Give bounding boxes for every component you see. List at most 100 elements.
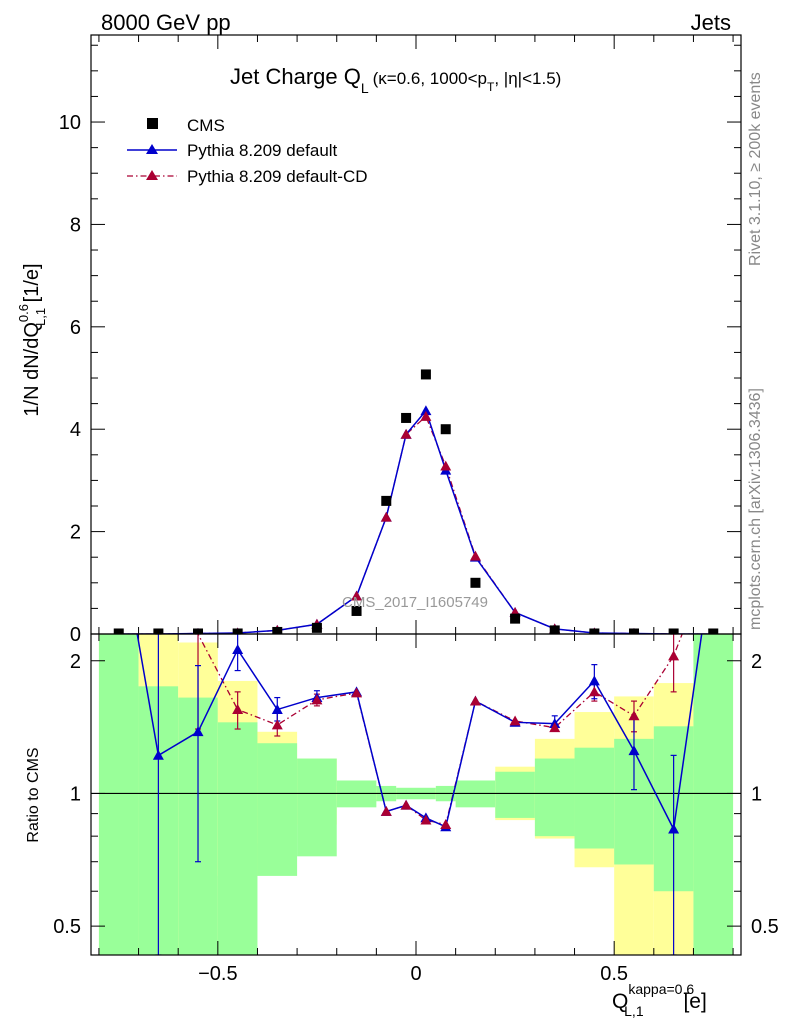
ratio-point-default <box>271 704 283 714</box>
y-axis-label-sub: L,1 <box>33 308 48 326</box>
ratio-y-tick-label-right: 2 <box>751 651 762 673</box>
ratio-point-default-cd <box>588 686 600 697</box>
x-axis-label-unit: [e] <box>678 990 707 1013</box>
ratio-point-default-cd <box>668 650 680 661</box>
point-cms <box>232 628 243 634</box>
ratio-point-default-cd <box>311 694 323 705</box>
point-cms <box>668 628 679 634</box>
ratio-y-tick-label: 1 <box>70 783 81 805</box>
x-axis-label: Qkappa=0.6 L,1 [e] <box>612 981 707 1019</box>
ratio-point-default <box>628 745 640 756</box>
legend: CMS Pythia 8.209 default Pythia 8.209 de… <box>127 116 368 186</box>
ratio-point-default-cd <box>628 710 640 721</box>
legend-label-default: Pythia 8.209 default <box>187 141 338 160</box>
x-tick-label: −0.5 <box>198 963 237 985</box>
ratio-plot-frame <box>90 633 742 956</box>
point-cms <box>272 626 283 634</box>
band-inner-bin <box>574 747 615 849</box>
ratio-point-default-cd <box>469 695 481 706</box>
plot-title-params-b: , |η|<1.5) <box>494 69 561 88</box>
legend-label-cms: CMS <box>187 116 225 135</box>
point-default-cd <box>469 550 481 561</box>
ratio-axis-label-text: Ratio to CMS <box>25 747 42 842</box>
band-inner-bin <box>257 743 298 876</box>
point-cms <box>420 369 431 380</box>
y-tick-label: 2 <box>70 522 81 544</box>
ratio-panel-series <box>136 634 703 955</box>
ratio-point-default-cd <box>351 687 363 698</box>
analysis-watermark: CMS_2017_I1605749 <box>342 594 488 611</box>
point-cms <box>708 628 719 634</box>
y-tick-label: 6 <box>70 317 81 339</box>
ratio-y-tick-label: 2 <box>70 651 81 673</box>
point-cms <box>351 605 362 616</box>
ratio-line-default <box>136 634 703 832</box>
point-default-cd <box>440 460 452 471</box>
legend-marker-default <box>146 144 158 154</box>
series-line-default <box>118 409 714 634</box>
x-tick-label: 0.5 <box>600 963 628 985</box>
x-tick-label: 0 <box>410 963 421 985</box>
ratio-point-default <box>192 726 204 737</box>
band-inner-bin <box>534 758 575 837</box>
band-inner-bin <box>693 634 734 955</box>
y-axis-label-suffix: [1/e] <box>21 263 43 307</box>
y-axis-label-sup: 0.6 <box>16 304 31 322</box>
main-panel-series <box>113 369 719 634</box>
header-energy-label: 8000 GeV pp <box>101 10 231 35</box>
x-axis-label-sub: L,1 <box>624 1003 644 1019</box>
ratio-point-default-cd <box>380 805 392 816</box>
ratio-axis-label: Ratio to CMS <box>25 747 42 842</box>
ratio-y-tick-label-right: 1 <box>751 783 762 805</box>
point-default <box>420 405 432 416</box>
band-inner-bin <box>495 771 535 818</box>
ratio-point-default-cd <box>440 819 452 829</box>
ratio-y-tick-label: 0.5 <box>53 916 81 938</box>
ratio-point-default <box>588 675 600 686</box>
band-inner-bin <box>297 758 337 857</box>
band-inner-bin <box>217 722 258 955</box>
y-axis-label: 1/N dN/dQ0.6 L,1 [1/e] <box>16 263 48 416</box>
point-cms <box>440 424 451 435</box>
point-cms <box>589 628 600 634</box>
point-cms <box>311 622 322 633</box>
plot-title: Jet Charge QL (κ=0.6, 1000<pT, |η|<1.5) <box>230 64 561 96</box>
ratio-point-default-cd <box>232 704 244 714</box>
ratio-point-default-cd <box>549 722 561 733</box>
ratio-point-default-cd <box>420 814 432 825</box>
y-tick-label: 8 <box>70 214 81 236</box>
point-cms <box>153 628 164 634</box>
ratio-point-default-cd <box>509 715 521 726</box>
point-default-cd <box>420 410 432 421</box>
point-cms <box>113 628 124 634</box>
svg-text:1/N dN/dQ0.6L,1 [1/e]: 1/N dN/dQ0.6 L,1 [1/e] <box>16 263 48 416</box>
ratio-point-default-cd <box>400 799 412 810</box>
y-axis-label-prefix: 1/N dN/dQ <box>21 322 43 416</box>
point-cms <box>193 628 204 634</box>
plot-title-sub-L: L <box>361 80 369 96</box>
point-cms <box>510 613 521 624</box>
point-cms <box>401 412 412 423</box>
ratio-point-default-cd <box>271 719 283 730</box>
ratio-line-default-cd <box>197 634 683 826</box>
y-tick-label: 10 <box>59 112 81 134</box>
ratio-point-default <box>152 749 164 760</box>
ratio-y-tick-label-right: 0.5 <box>751 916 779 938</box>
band-inner-bin <box>98 634 139 955</box>
legend-label-cd: Pythia 8.209 default-CD <box>187 167 368 186</box>
x-axis-label-sup: kappa=0.6 <box>628 981 694 997</box>
point-cms <box>470 577 481 588</box>
point-cms <box>381 495 392 506</box>
point-cms <box>628 628 639 634</box>
point-cms <box>549 625 560 634</box>
y-tick-label: 0 <box>70 624 81 646</box>
axis-ticks: −0.5 0 0.5 0 2 4 6 8 10 0.5 0.5 1 1 2 2 <box>53 35 779 985</box>
point-default-cd <box>351 590 363 601</box>
series-layer <box>113 369 719 955</box>
point-default-cd <box>400 428 412 439</box>
ratio-point-default <box>232 644 244 654</box>
legend-marker-cd <box>146 170 158 180</box>
plot-title-params-a: (κ=0.6, 1000<p <box>373 69 487 88</box>
x-axis-label-q: Q <box>612 990 628 1013</box>
header-process-label: Jets <box>691 10 731 35</box>
